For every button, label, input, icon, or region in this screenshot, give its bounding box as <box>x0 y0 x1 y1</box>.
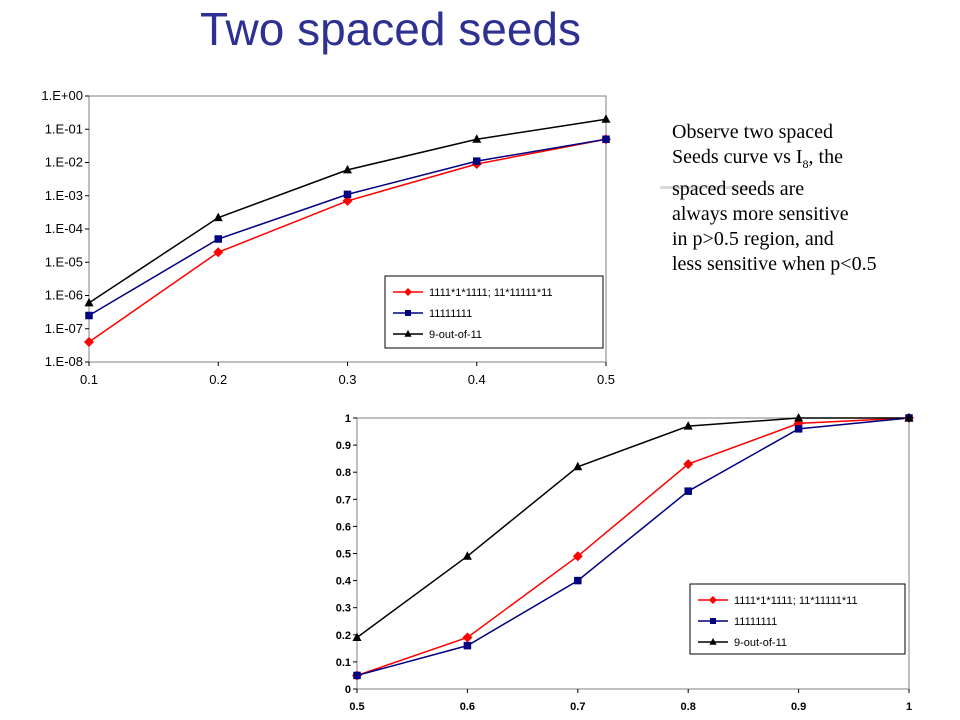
square-marker <box>405 310 411 316</box>
x-tick-label: 0.7 <box>570 701 585 713</box>
x-tick-label: 1 <box>906 701 912 713</box>
y-tick-label: 1.E-02 <box>45 155 83 170</box>
y-tick-label: 0 <box>345 684 351 696</box>
diamond-marker <box>342 195 353 206</box>
y-tick-label: 1.E-04 <box>45 221 83 236</box>
triangle-marker <box>904 413 914 422</box>
series-line <box>356 417 910 677</box>
legend-box <box>384 275 604 349</box>
diamond-marker <box>213 247 224 258</box>
y-tick-label: 1.E-07 <box>45 321 83 336</box>
observation-note: Observe two spaced Seeds curve vs I8, th… <box>672 120 957 277</box>
series-line <box>356 417 909 639</box>
triangle-marker <box>343 164 352 174</box>
square-marker <box>473 157 481 165</box>
legend-entry: 11111111 <box>734 616 777 628</box>
x-tick-label: 0.2 <box>209 372 227 387</box>
triangle-marker <box>213 212 223 222</box>
y-tick-label: 0.7 <box>336 494 351 506</box>
y-tick-label: 0.5 <box>336 549 351 561</box>
triangle-marker <box>462 551 472 560</box>
diamond-marker <box>709 596 717 604</box>
triangle-marker <box>601 114 611 123</box>
note-line: in p>0.5 region, and <box>672 228 834 250</box>
square-marker <box>710 618 716 624</box>
note-text: Seeds curve vs I <box>672 146 803 168</box>
series-line <box>88 118 607 304</box>
legend-entry: 9-out-of-11 <box>734 637 787 649</box>
note-line: Observe two spaced <box>672 121 834 143</box>
note-line: less sensitive when p<0.5 <box>672 253 877 275</box>
y-tick-label: 1.E-01 <box>45 121 83 136</box>
triangle-marker <box>794 413 804 422</box>
triangle-marker <box>84 297 94 307</box>
square-marker <box>794 425 803 433</box>
divider <box>660 186 750 189</box>
diamond-marker <box>404 288 412 296</box>
y-tick-label: 1.E-08 <box>45 354 83 369</box>
y-tick-label: 1.E+00 <box>41 88 83 103</box>
y-tick-label: 0.9 <box>336 440 351 452</box>
log-sensitivity-chart: 1.E-08 1.E-07 1.E-06 1.E-05 1.E-04 1.E-03 1.E-… <box>41 88 615 387</box>
triangle-marker <box>404 330 412 337</box>
x-tick-label: 0.1 <box>80 372 98 387</box>
y-tick-label: 0.2 <box>336 630 351 642</box>
note-line: always more sensitive <box>672 203 849 225</box>
diamond-marker <box>84 336 94 347</box>
square-marker <box>343 190 352 199</box>
linear-sensitivity-chart: 0 0.1 0.2 0.3 0.4 0.5 0.6 0.7 0.8 0.9 1 0.5 0.6 0.7 0.… <box>336 413 914 713</box>
triangle-marker <box>683 421 693 430</box>
diamond-marker <box>572 551 583 562</box>
triangle-marker <box>472 134 482 143</box>
note-subscript: 8 <box>802 157 809 171</box>
square-marker <box>85 311 93 320</box>
note-text: , the <box>808 146 843 168</box>
triangle-marker <box>352 632 362 642</box>
square-marker <box>684 487 692 495</box>
square-marker <box>353 671 361 680</box>
y-tick-label: 1 <box>345 413 351 425</box>
square-marker <box>602 135 610 144</box>
triangle-marker <box>573 461 583 471</box>
square-marker <box>214 235 222 243</box>
diamond-marker <box>683 459 694 470</box>
y-tick-label: 1.E-03 <box>45 188 83 203</box>
legend-entry: 9-out-of-11 <box>429 329 482 341</box>
y-tick-label: 1.E-06 <box>45 288 83 303</box>
x-tick-label: 0.6 <box>460 701 475 713</box>
square-marker <box>463 641 472 650</box>
x-tick-label: 0.9 <box>791 701 806 713</box>
y-tick-label: 0.4 <box>336 576 352 588</box>
x-tick-label: 0.8 <box>681 701 696 713</box>
y-tick-label: 1.E-05 <box>45 254 83 269</box>
x-tick-label: 0.4 <box>468 372 486 387</box>
series-line <box>356 417 910 677</box>
legend-entry: 1111*1*1111; 11*11111*11 <box>734 595 858 607</box>
y-tick-label: 0.6 <box>336 521 351 533</box>
legend-entry: 1111*1*1111; 11*11111*11 <box>429 287 553 299</box>
note-line: Seeds curve vs I8, the <box>672 145 957 177</box>
x-tick-label: 0.5 <box>597 372 615 387</box>
note-line: spaced seeds are <box>672 178 805 200</box>
legend-entry: 11111111 <box>429 308 472 320</box>
y-tick-label: 0.3 <box>336 603 351 615</box>
triangle-marker <box>709 638 717 645</box>
diamond-marker <box>462 632 473 643</box>
x-tick-label: 0.3 <box>338 372 356 387</box>
square-marker <box>574 576 582 585</box>
x-tick-label: 0.5 <box>349 701 364 713</box>
y-tick-label: 0.1 <box>336 657 351 669</box>
page-title: Two spaced seeds <box>200 3 582 55</box>
y-tick-label: 0.8 <box>336 467 351 479</box>
